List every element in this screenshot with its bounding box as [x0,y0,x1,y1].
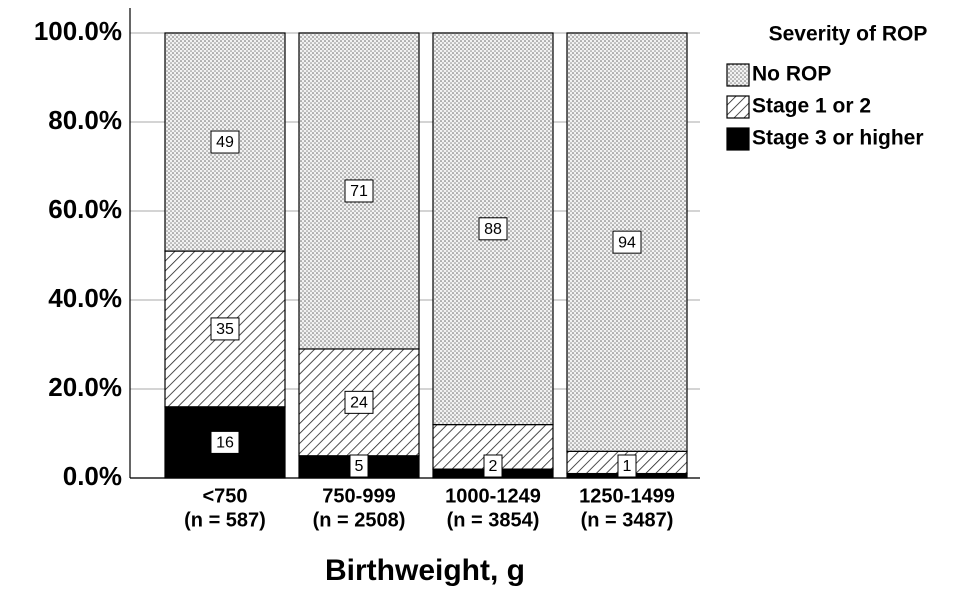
x-tick-label: 1000-1249 [445,485,541,507]
data-label-box [617,454,637,478]
data-label: 94 [618,234,636,251]
data-label-box [483,454,503,478]
legend-swatch [726,95,750,119]
data-label-box [210,430,240,454]
x-tick-label: (n = 587) [184,509,266,531]
y-tick-label: 0.0% [63,461,122,491]
data-label: 2 [489,458,498,475]
x-tick-label: <750 [202,485,247,507]
data-label: 16 [216,435,234,452]
x-tick-label: 1250-1499 [579,485,675,507]
data-label-box [210,130,240,154]
x-tick-label: (n = 3854) [447,509,540,531]
legend-label: Stage 3 or higher [752,127,924,150]
data-label-box [612,230,642,254]
data-label: 1 [623,458,632,475]
y-tick-label: 60.0% [48,194,122,224]
y-tick-label: 100.0% [34,16,122,46]
x-tick-label: (n = 3487) [581,509,674,531]
y-tick-label: 80.0% [48,105,122,135]
legend-label: No ROP [752,63,831,86]
data-label: 24 [350,395,368,412]
data-label-box [210,317,240,341]
legend-label: Stage 1 or 2 [752,95,871,118]
legend-swatch [726,127,750,151]
data-label-box [478,217,508,241]
data-label: 71 [350,183,368,200]
y-tick-label: 40.0% [48,283,122,313]
y-tick-label: 20.0% [48,372,122,402]
x-tick-label: (n = 2508) [313,509,406,531]
data-label: 5 [355,458,364,475]
x-tick-label: 750-999 [322,485,395,507]
data-label: 88 [484,221,502,238]
data-label-box [344,179,374,203]
data-label-box [349,454,369,478]
data-label-box [344,390,374,414]
legend-swatch [726,63,750,87]
legend-title: Severity of ROP [769,23,928,46]
data-label: 49 [216,134,234,151]
x-axis-title: Birthweight, g [325,554,525,587]
data-label: 35 [216,321,234,338]
